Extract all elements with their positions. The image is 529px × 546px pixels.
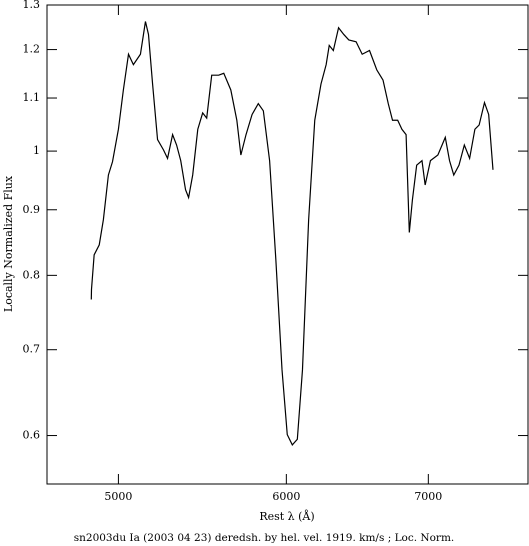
x-tick-label: 7000 bbox=[414, 490, 442, 503]
x-tick-label: 5000 bbox=[104, 490, 132, 503]
y-tick-label: 0.8 bbox=[23, 268, 41, 281]
x-tick-label: 6000 bbox=[272, 490, 300, 503]
spectrum-line bbox=[90, 21, 494, 446]
caption: sn2003du Ia (2003 04 23) deredsh. by hel… bbox=[74, 532, 455, 544]
x-axis-label: Rest λ (Å) bbox=[259, 509, 314, 523]
y-tick-label: 0.7 bbox=[23, 343, 41, 356]
y-tick-label: 1.2 bbox=[23, 43, 41, 56]
y-axis-label: Locally Normalized Flux bbox=[2, 175, 15, 312]
y-tick-label: 1.1 bbox=[23, 91, 41, 104]
y-tick-label: 1.3 bbox=[23, 0, 41, 11]
plot-frame bbox=[46, 4, 529, 485]
y-tick-label: 0.9 bbox=[23, 203, 41, 216]
y-tick-label: 1 bbox=[33, 144, 40, 157]
y-tick-label: 0.6 bbox=[23, 429, 41, 442]
